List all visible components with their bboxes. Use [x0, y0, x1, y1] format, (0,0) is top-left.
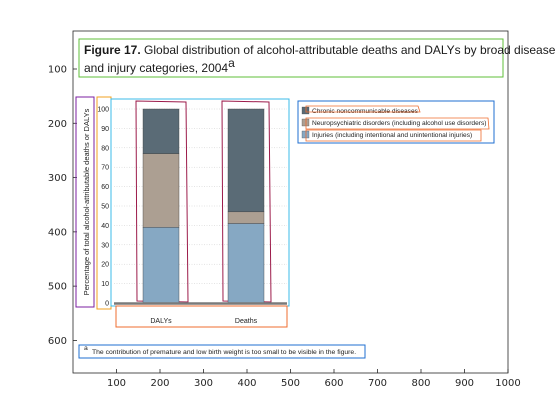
figure-title-text-2: and injury categories, 2004 — [84, 61, 228, 75]
outer-x-tick-label: 800 — [411, 378, 430, 389]
legend-entry-outline — [305, 105, 421, 113]
outer-x-tick-label: 200 — [150, 378, 169, 389]
outer-y-tick-label: 400 — [48, 227, 67, 238]
legend-swatch — [301, 106, 310, 115]
inner-y-tick-label: 100 — [97, 107, 109, 114]
bar-segment-dalys — [142, 153, 180, 228]
inner-y-ticks: 0 10 20 30 40 50 60 70 80 90 100 — [97, 107, 109, 308]
footnote-marker: a — [84, 345, 88, 352]
footnote-text: The contribution of premature and low bi… — [92, 349, 356, 356]
legend-label: Injuries (including intentional and unin… — [312, 132, 472, 139]
outer-y-tick-label: 300 — [48, 173, 67, 184]
xticks-box — [115, 305, 288, 328]
figure-title-line2: and injury categories, 2004a — [84, 56, 235, 75]
figure-title-line1: Figure 17. Global distribution of alcoho… — [84, 43, 556, 57]
outer-x-tick-label: 500 — [281, 378, 300, 389]
bar-highlight-box — [221, 100, 272, 303]
outer-x-ticks: 100 200 300 400 500 600 700 800 900 1000 — [107, 369, 521, 389]
bar-segment-deaths — [227, 108, 265, 213]
category-label: Deaths — [235, 318, 258, 325]
inner-y-tick-label: 50 — [101, 204, 109, 211]
outer-y-tick-label: 500 — [48, 282, 67, 293]
y-axis-label: Percentage of total alcohol-attributable… — [82, 108, 91, 295]
outer-x-tick-label: 100 — [107, 378, 126, 389]
stacked-bars — [135, 100, 272, 304]
outer-x-tick-label: 900 — [455, 378, 474, 389]
outer-y-tick-label: 100 — [48, 65, 67, 76]
figure-title-text: Global distribution of alcohol-attributa… — [141, 43, 556, 57]
outer-y-ticks: 100 200 300 400 500 600 — [48, 65, 77, 347]
title-box — [78, 38, 504, 78]
outer-x-tick-label: 400 — [237, 378, 256, 389]
legend-entry-outline — [305, 117, 490, 130]
figure-number: Figure 17. — [84, 43, 141, 57]
legend-swatch — [301, 118, 310, 127]
outer-axes-frame — [72, 30, 509, 374]
legend: Chronic noncommunicable diseases Neuropsy… — [301, 105, 490, 142]
legend-entry-outline — [305, 129, 482, 142]
outer-y-tick-label: 200 — [48, 119, 67, 130]
inner-y-tick-label: 0 — [105, 301, 109, 308]
bar-segment-dalys — [142, 227, 180, 304]
bar-highlight-box — [135, 100, 189, 303]
category-label: DALYs — [150, 318, 172, 325]
bar-segment-dalys — [142, 108, 180, 154]
inner-y-tick-label: 10 — [101, 281, 109, 288]
outer-x-tick-label: 1000 — [495, 378, 520, 389]
outer-y-tick-label: 600 — [48, 336, 67, 347]
legend-swatch — [301, 130, 310, 139]
inner-y-tick-label: 30 — [101, 242, 109, 249]
outer-x-tick-label: 600 — [324, 378, 343, 389]
inner-y-tick-label: 80 — [101, 145, 109, 152]
ylabel-box — [75, 96, 95, 308]
legend-label: Chronic noncommunicable diseases — [312, 108, 419, 115]
bar-segment-deaths — [227, 211, 265, 224]
legend-box — [297, 100, 495, 144]
footnote-box — [78, 344, 366, 359]
inner-y-tick-label: 60 — [101, 184, 109, 191]
bar-segment-deaths — [227, 223, 265, 304]
legend-label: Neuropsychiatric disorders (including al… — [312, 120, 486, 127]
inner-y-tick-label: 70 — [101, 165, 109, 172]
figure-title-superscript: a — [228, 56, 235, 70]
outer-x-tick-label: 300 — [194, 378, 213, 389]
category-labels: DALYs Deaths — [150, 318, 257, 325]
inner-y-tick-label: 90 — [101, 126, 109, 133]
outer-x-tick-label: 700 — [368, 378, 387, 389]
inner-y-tick-label: 40 — [101, 223, 109, 230]
inner-y-tick-label: 20 — [101, 262, 109, 269]
